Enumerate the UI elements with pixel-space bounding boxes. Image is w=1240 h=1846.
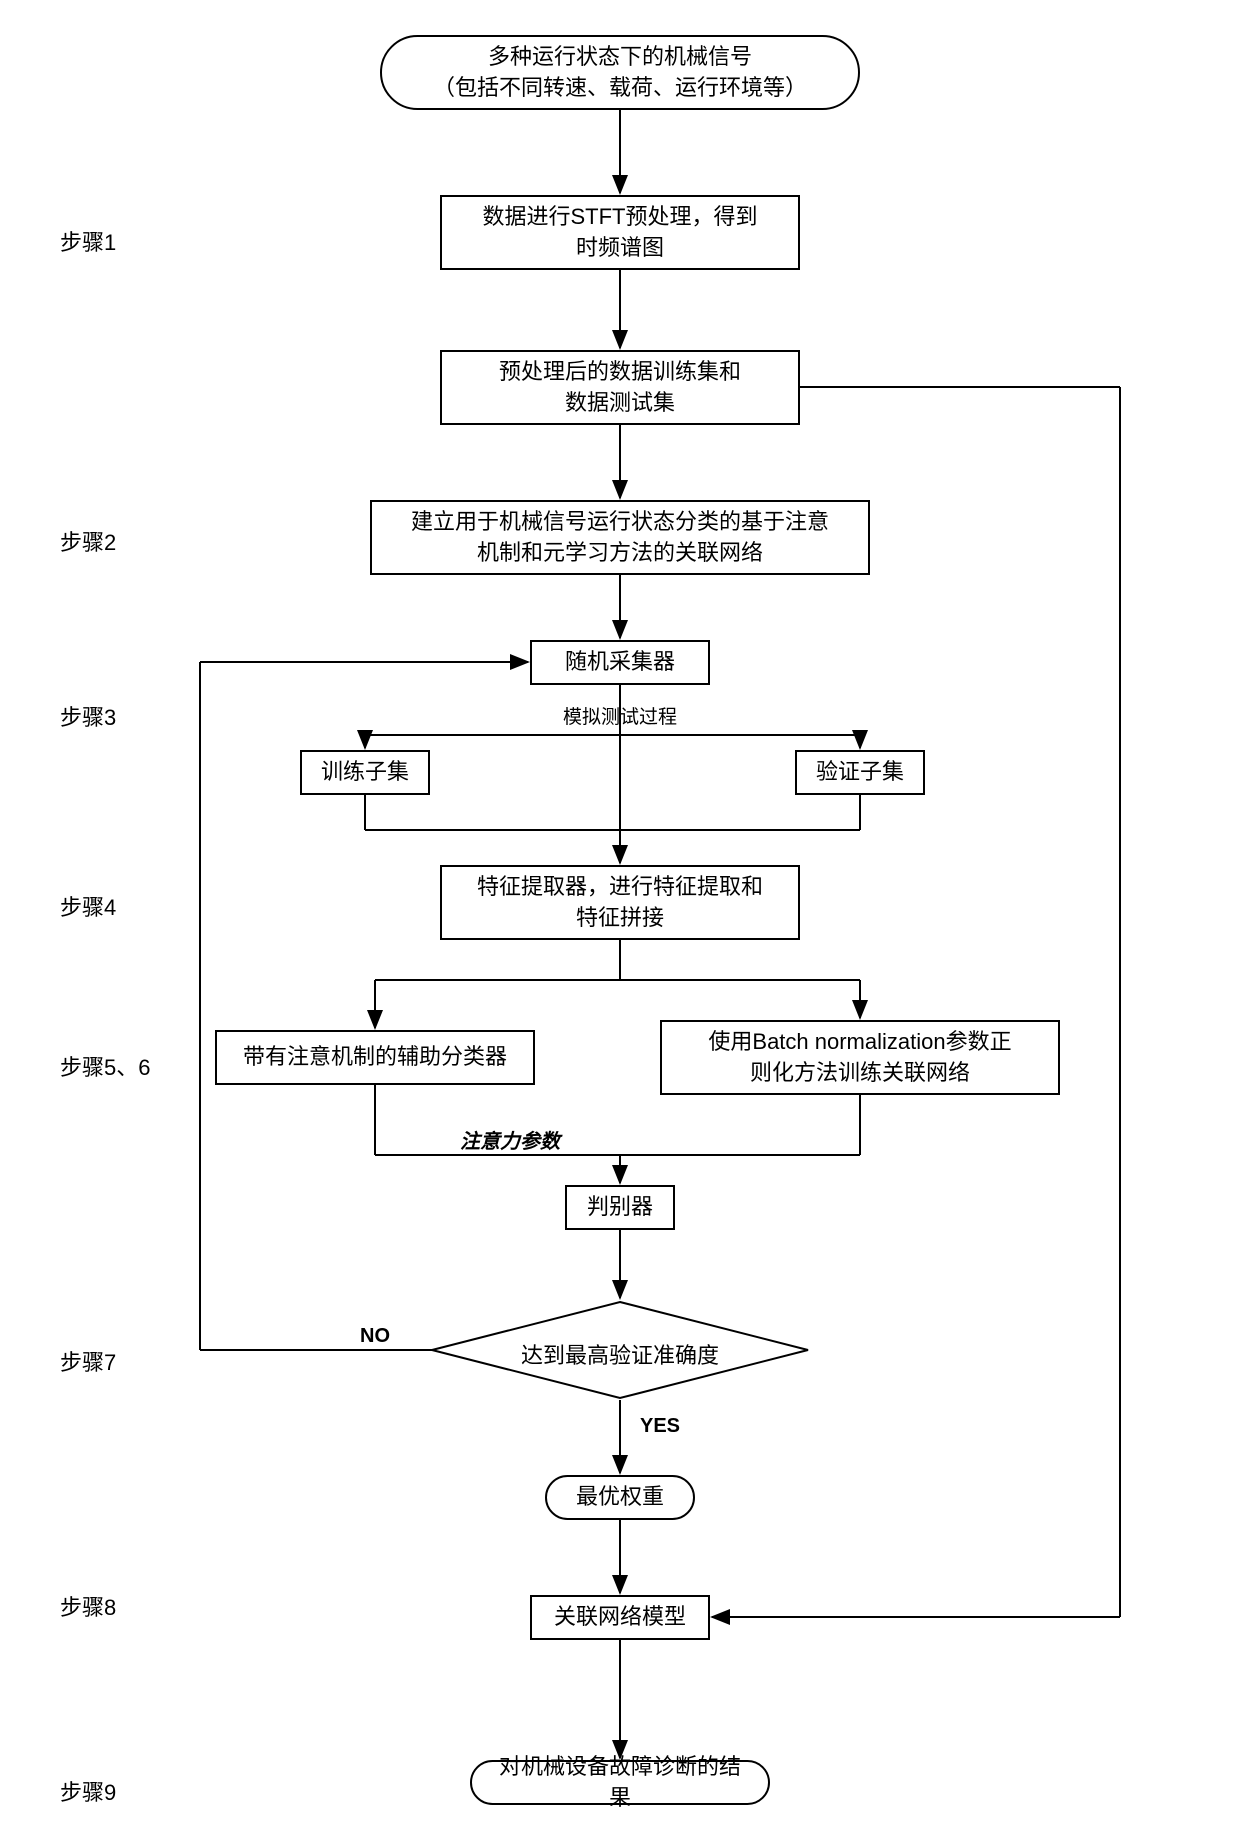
bn-line1: 使用Batch normalization参数正: [708, 1027, 1011, 1058]
step-label-7: 步骤7: [60, 1345, 116, 1377]
discriminator-text: 判别器: [587, 1192, 653, 1223]
attn-cls-text: 带有注意机制的辅助分类器: [243, 1042, 507, 1073]
best-weight-node: 最优权重: [545, 1475, 695, 1520]
simtest-label: 模拟测试过程: [530, 705, 710, 732]
start-line1: 多种运行状态下的机械信号: [488, 42, 752, 73]
preproc-line1: 预处理后的数据训练集和: [499, 357, 741, 388]
collector-text: 随机采集器: [565, 647, 675, 678]
stft-node: 数据进行STFT预处理，得到 时频谱图: [440, 195, 800, 270]
result-node: 对机械设备故障诊断的结果: [470, 1760, 770, 1805]
step-label-1: 步骤1: [60, 225, 116, 257]
collector-node: 随机采集器: [530, 640, 710, 685]
valid-sub-node: 验证子集: [795, 750, 925, 795]
bn-node: 使用Batch normalization参数正 则化方法训练关联网络: [660, 1020, 1060, 1095]
attn-cls-node: 带有注意机制的辅助分类器: [215, 1030, 535, 1085]
simtest-text: 模拟测试过程: [563, 705, 677, 732]
attn-param-label: 注意力参数: [460, 1125, 560, 1154]
build-node: 建立用于机械信号运行状态分类的基于注意 机制和元学习方法的关联网络: [370, 500, 870, 575]
train-sub-text: 训练子集: [321, 757, 409, 788]
feat-line1: 特征提取器，进行特征提取和: [477, 872, 763, 903]
feat-node: 特征提取器，进行特征提取和 特征拼接: [440, 865, 800, 940]
decision-node: 达到最高验证准确度: [430, 1300, 810, 1400]
step-label-3: 步骤3: [60, 700, 116, 732]
step-label-2: 步骤2: [60, 525, 116, 557]
no-label: NO: [360, 1325, 390, 1348]
step-label-9: 步骤9: [60, 1775, 116, 1807]
train-sub-node: 训练子集: [300, 750, 430, 795]
step-label-4: 步骤4: [60, 890, 116, 922]
stft-line2: 时频谱图: [576, 233, 664, 264]
preproc-node: 预处理后的数据训练集和 数据测试集: [440, 350, 800, 425]
result-text: 对机械设备故障诊断的结果: [492, 1752, 748, 1814]
discriminator-node: 判别器: [565, 1185, 675, 1230]
feat-line2: 特征拼接: [576, 903, 664, 934]
best-weight-text: 最优权重: [576, 1482, 664, 1513]
bn-line2: 则化方法训练关联网络: [750, 1058, 970, 1089]
preproc-line2: 数据测试集: [565, 388, 675, 419]
build-line2: 机制和元学习方法的关联网络: [477, 538, 763, 569]
step-label-56: 步骤5、6: [60, 1050, 150, 1082]
yes-label: YES: [640, 1415, 680, 1438]
valid-sub-text: 验证子集: [816, 757, 904, 788]
model-node: 关联网络模型: [530, 1595, 710, 1640]
stft-line1: 数据进行STFT预处理，得到: [483, 202, 758, 233]
start-line2: （包括不同转速、载荷、运行环境等）: [433, 73, 807, 104]
model-text: 关联网络模型: [554, 1602, 686, 1633]
step-label-8: 步骤8: [60, 1590, 116, 1622]
start-node: 多种运行状态下的机械信号 （包括不同转速、载荷、运行环境等）: [380, 35, 860, 110]
build-line1: 建立用于机械信号运行状态分类的基于注意: [411, 507, 829, 538]
decision-text: 达到最高验证准确度: [430, 1338, 810, 1370]
